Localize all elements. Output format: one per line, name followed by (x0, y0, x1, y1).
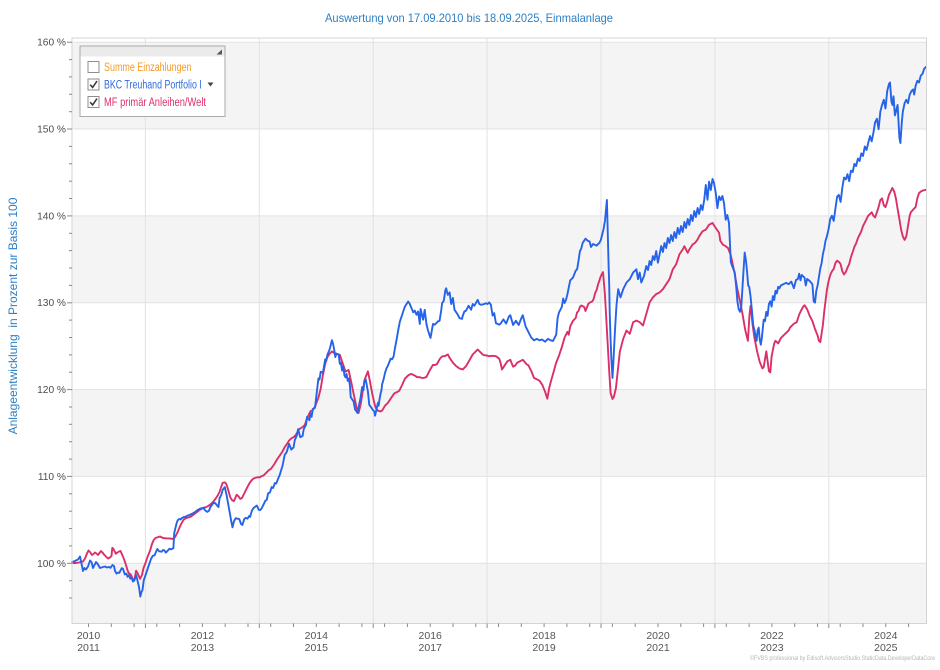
svg-text:2022: 2022 (760, 630, 784, 642)
svg-text:MF primär Anleihen/Welt: MF primär Anleihen/Welt (104, 97, 207, 109)
svg-text:110 %: 110 % (38, 472, 66, 483)
svg-text:2018: 2018 (532, 630, 556, 642)
svg-text:2014: 2014 (305, 630, 329, 642)
svg-text:2012: 2012 (191, 630, 215, 642)
svg-text:2021: 2021 (646, 642, 670, 654)
svg-text:2023: 2023 (760, 642, 784, 654)
svg-text:120 %: 120 % (37, 385, 66, 396)
svg-text:2015: 2015 (305, 642, 329, 654)
svg-text:2016: 2016 (419, 630, 443, 642)
svg-text:2013: 2013 (191, 642, 215, 654)
svg-text:160 %: 160 % (37, 38, 66, 49)
svg-text:2010: 2010 (77, 630, 101, 642)
svg-text:2020: 2020 (646, 630, 670, 642)
svg-text:Auswertung von 17.09.2010 bis: Auswertung von 17.09.2010 bis 18.09.2025… (325, 11, 613, 25)
svg-text:2025: 2025 (874, 642, 898, 654)
svg-text:150 %: 150 % (37, 125, 66, 136)
svg-text:130 %: 130 % (37, 298, 66, 309)
svg-text:2024: 2024 (874, 630, 898, 642)
svg-text:BKC Treuhand Portfolio I: BKC Treuhand Portfolio I (104, 80, 202, 92)
svg-text:2017: 2017 (419, 642, 443, 654)
svg-text:2011: 2011 (77, 642, 100, 654)
svg-text:140 %: 140 % (37, 211, 66, 222)
svg-text:Summe Einzahlungen: Summe Einzahlungen (104, 62, 192, 74)
svg-text:100 %: 100 % (37, 559, 66, 570)
svg-text:2019: 2019 (532, 642, 556, 654)
svg-text:Anlageentwicklung in Prozent: Anlageentwicklung in Prozent zur Basis 1… (6, 197, 20, 434)
svg-text:©FVBS professional by Edisoft.: ©FVBS professional by Edisoft.AdvisorsSt… (750, 654, 935, 662)
